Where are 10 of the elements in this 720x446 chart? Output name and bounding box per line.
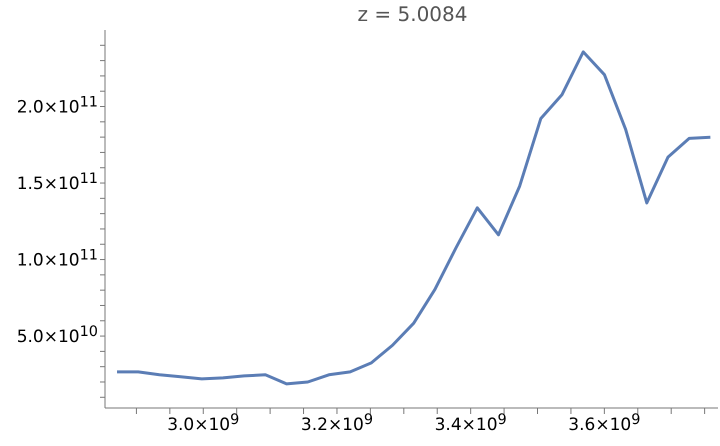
chart-title: z = 5.0084 xyxy=(356,2,468,26)
x-tick-label: 3.6×10$^{9}$ xyxy=(568,412,640,435)
y-tick-label: 2.0×10$^{11}$ xyxy=(16,94,98,118)
x-tick-label: 3.4×10$^{9}$ xyxy=(434,412,507,435)
y-tick-label: 1.5×10$^{11}$ xyxy=(16,170,98,194)
x-tick-label: 3.0×10$^{9}$ xyxy=(167,412,240,435)
y-tick-label: 5.0×10$^{10}$ xyxy=(16,324,98,348)
line-series xyxy=(116,50,712,386)
y-tick-label: 1.0×10$^{11}$ xyxy=(16,247,98,271)
x-tick-label: 3.2×10$^{9}$ xyxy=(300,412,374,435)
